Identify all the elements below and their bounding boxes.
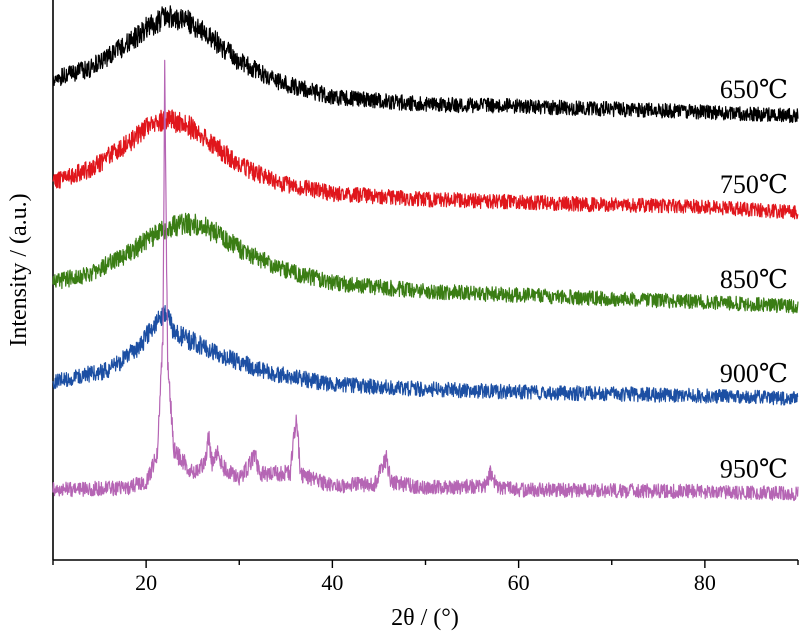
series-line xyxy=(52,5,799,124)
series-label: 650℃ xyxy=(720,75,788,104)
series-labels: 650℃ 750℃ 850℃ 900℃ 950℃ xyxy=(720,75,788,484)
series-label: 950℃ xyxy=(720,455,788,484)
series-label: 850℃ xyxy=(720,265,788,294)
series-label: 900℃ xyxy=(720,359,788,388)
series-line xyxy=(52,59,799,502)
x-tick-label: 40 xyxy=(321,570,343,595)
series-line xyxy=(52,212,799,314)
x-tick-label: 60 xyxy=(508,570,530,595)
series-group xyxy=(52,5,799,502)
y-axis-title: Intensity / (a.u.) xyxy=(6,193,32,346)
series-label: 750℃ xyxy=(720,170,788,199)
x-ticks: 20 40 60 80 xyxy=(52,560,799,595)
x-tick-label: 20 xyxy=(135,570,157,595)
series-line xyxy=(52,305,799,406)
x-axis-title: 2θ / (°) xyxy=(391,605,459,631)
x-tick-label: 80 xyxy=(694,570,716,595)
series-line xyxy=(52,109,799,220)
